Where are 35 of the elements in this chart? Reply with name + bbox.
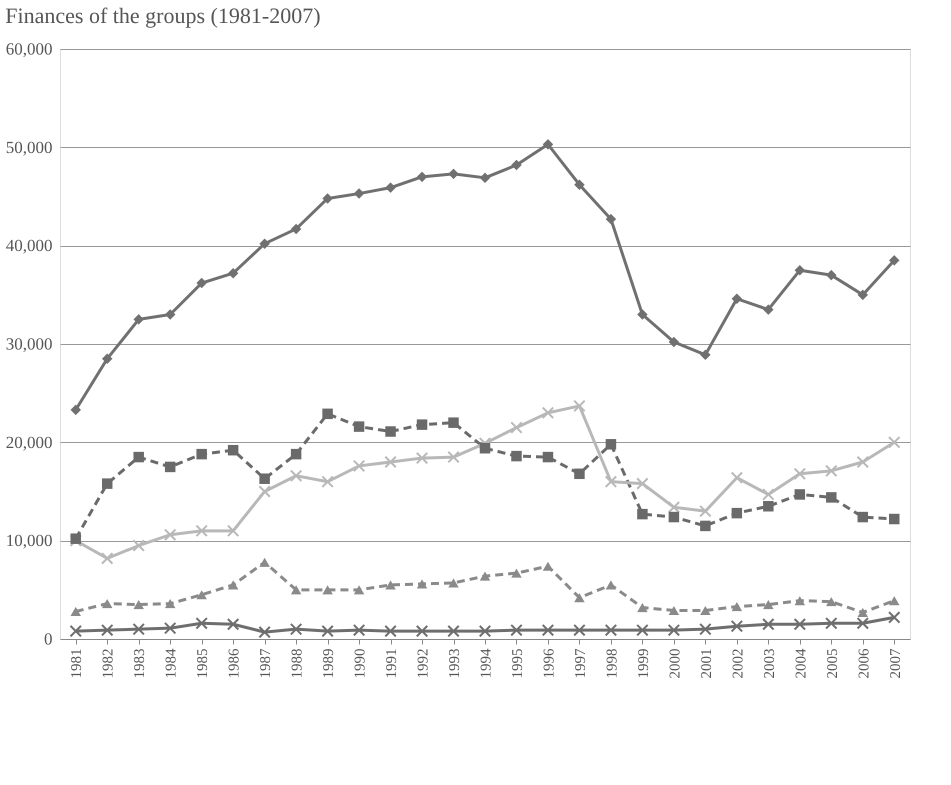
- x-tick-label: 1984: [164, 648, 180, 678]
- x-tick-label: 1994: [478, 648, 494, 678]
- x-tick-label: 1990: [352, 648, 369, 678]
- y-tick-label: 40,000: [6, 236, 52, 256]
- x-tick-label: 1988: [290, 648, 306, 678]
- x-tick-label: 2002: [730, 648, 746, 678]
- x-tick-label: 1998: [604, 648, 620, 678]
- x-tick-label: 1981: [69, 648, 86, 678]
- y-tick-label: 60,000: [6, 40, 52, 58]
- x-tick-label: 1983: [132, 648, 148, 678]
- x-tick-label: 2007: [888, 648, 904, 678]
- x-tick-label: 2005: [824, 648, 841, 678]
- y-tick-label: 50,000: [6, 138, 52, 157]
- chart-title: Finances of the groups (1981-2007): [5, 3, 321, 28]
- x-tick-label: 1989: [321, 648, 338, 678]
- x-tick-label: 2006: [856, 648, 872, 678]
- x-tick-label: 2003: [762, 648, 778, 678]
- x-tick-label: 1992: [416, 648, 432, 678]
- y-tick-label: 30,000: [6, 334, 52, 354]
- x-tick-label: 1993: [447, 648, 464, 678]
- x-tick-label: 1995: [510, 648, 526, 678]
- y-tick-label: 10,000: [6, 531, 52, 550]
- x-tick-label: 1982: [100, 648, 117, 678]
- x-tick-label: 1987: [258, 648, 274, 678]
- x-tick-label: 1999: [636, 648, 652, 678]
- x-tick-label: 2000: [667, 648, 684, 678]
- x-tick-label: 1986: [226, 648, 243, 678]
- x-tick-label: 1997: [572, 648, 589, 678]
- x-tick-label: 2001: [698, 648, 715, 678]
- x-tick-label: 2004: [793, 648, 810, 678]
- x-tick-label: 1985: [195, 648, 212, 678]
- x-tick-label: 1991: [384, 648, 400, 678]
- y-tick-label: 0: [44, 630, 52, 648]
- y-tick-label: 20,000: [6, 432, 52, 452]
- x-tick-label: 1996: [541, 648, 558, 678]
